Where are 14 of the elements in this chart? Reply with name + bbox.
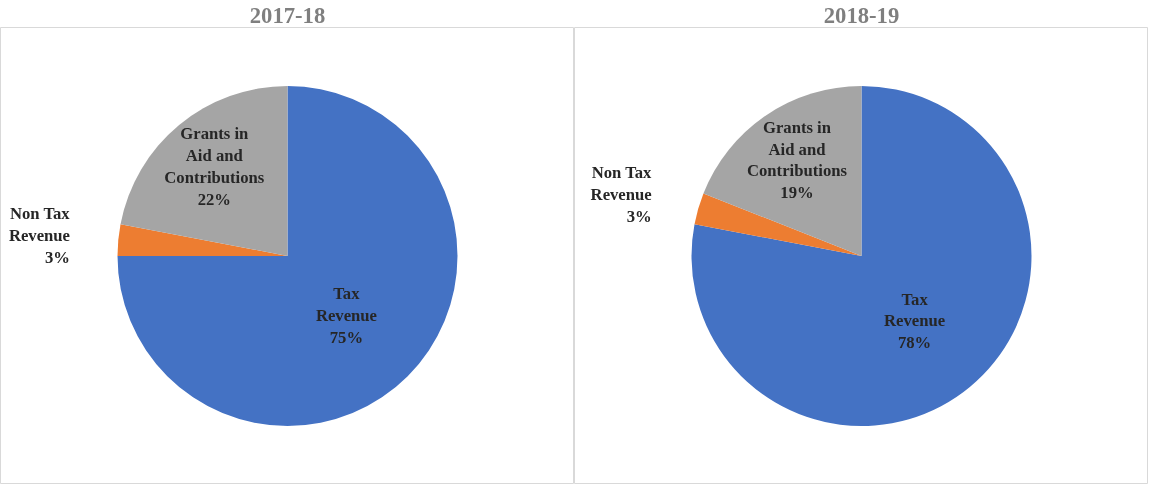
data-label: 3% [44,247,70,267]
chart-title: 2018-19 [823,2,900,28]
data-label: 3% [626,206,652,226]
data-label: 22% [197,189,231,209]
slice-label: Grants in Aid and Contributions [164,124,265,187]
slice-label: Grants in Aid and Contributions [746,117,848,181]
slice-label: Tax Revenue [315,284,377,326]
data-label: 75% [329,327,364,347]
chart-title: 2017-18 [249,2,326,28]
data-label: 78% [897,333,932,353]
slice-label: Non Tax Revenue [590,162,653,204]
slice-label: Tax Revenue [884,289,946,331]
data-label: 19% [780,183,814,203]
slice-label: Non Tax Revenue [8,203,71,245]
